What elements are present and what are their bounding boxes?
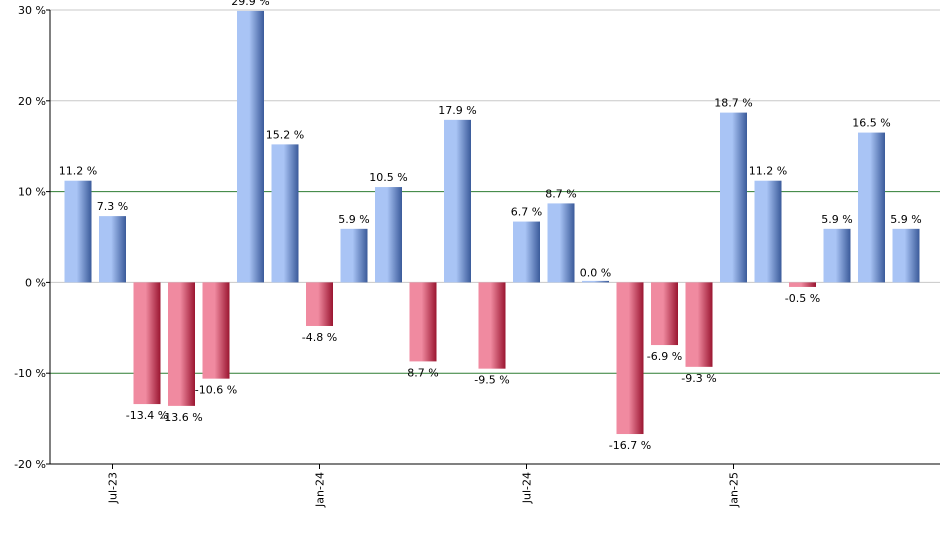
bar-value-label: -10.6 %: [195, 384, 237, 397]
negative-bar: [616, 282, 644, 435]
bar-value-label: 18.7 %: [714, 97, 752, 110]
negative-bar: [306, 282, 333, 326]
y-tick-label: 20 %: [18, 95, 46, 108]
positive-bar: [271, 144, 299, 283]
bar-value-label: -13.4 %: [126, 409, 168, 422]
positive-bar: [754, 180, 782, 283]
bar-value-label: -16.7 %: [609, 439, 651, 452]
bar-value-label: 15.2 %: [266, 128, 304, 141]
bar-value-label: 11.2 %: [59, 165, 97, 178]
bars: [64, 10, 920, 435]
y-tick-label: -20 %: [14, 458, 46, 471]
y-tick-label: 0 %: [25, 276, 46, 289]
y-tick-label: 30 %: [18, 4, 46, 17]
axes: 30 % 20 % 10 % 0 % -10 % -20 % Jul-23 Jan-24 Jul…: [14, 4, 940, 508]
bar-value-label: -9.5 %: [474, 374, 509, 387]
x-tick-label: Jul-24: [521, 472, 534, 504]
x-tick-label: Jan-24: [314, 472, 327, 508]
positive-bar: [582, 280, 609, 283]
negative-bar: [789, 282, 816, 287]
positive-bar: [444, 119, 471, 283]
negative-bar: [478, 282, 506, 369]
bar-value-label: -0.5 %: [785, 292, 820, 305]
positive-bar: [237, 10, 264, 283]
negative-bar: [409, 282, 437, 362]
positive-bar: [340, 228, 368, 283]
bar-value-label: 17.9 %: [438, 104, 476, 117]
bar-value-label: 29.9 %: [231, 0, 269, 8]
negative-bar: [168, 282, 195, 406]
bar-value-label: 6.7 %: [511, 206, 542, 219]
bar-value-label: 5.9 %: [821, 213, 852, 226]
y-tick-label: -10 %: [14, 367, 46, 380]
positive-bar: [720, 112, 747, 283]
y-tick-label: 10 %: [18, 186, 46, 199]
bar-value-label: 16.5 %: [852, 117, 890, 130]
positive-bar: [375, 187, 402, 283]
bar-value-label: -4.8 %: [302, 331, 337, 344]
bar-value-label: 8.7 %: [545, 187, 576, 200]
bar-value-label: 7.3 %: [97, 200, 128, 213]
bar-value-label: -9.3 %: [681, 372, 716, 385]
bar-value-label: 8.7 %: [407, 366, 438, 379]
positive-bar: [892, 228, 920, 283]
bar-value-label: -13.6 %: [160, 411, 202, 424]
x-tick-label: Jul-23: [107, 472, 120, 504]
positive-bar: [858, 132, 885, 283]
negative-bar: [202, 282, 230, 379]
bar-value-label: 11.2 %: [749, 165, 787, 178]
positive-bar: [64, 180, 92, 283]
bar-value-label: 5.9 %: [890, 213, 921, 226]
bar-value-label: 0.0 %: [580, 266, 611, 279]
bar-value-label: -6.9 %: [647, 350, 682, 363]
x-tick-label: Jan-25: [728, 472, 741, 508]
negative-bar: [651, 282, 678, 346]
reference-lines: [50, 191, 940, 374]
positive-bar: [99, 216, 126, 283]
bar-value-label: 5.9 %: [338, 213, 369, 226]
negative-bar: [133, 282, 161, 405]
positive-bar: [547, 203, 575, 283]
data-labels: 11.2 % 7.3 % -13.4 %-13.6 % -10.6 % 29.9 % 15…: [59, 0, 922, 452]
negative-bar: [685, 282, 713, 367]
bar-value-label: 10.5 %: [369, 171, 407, 184]
positive-bar: [823, 228, 851, 283]
positive-bar: [513, 221, 540, 283]
